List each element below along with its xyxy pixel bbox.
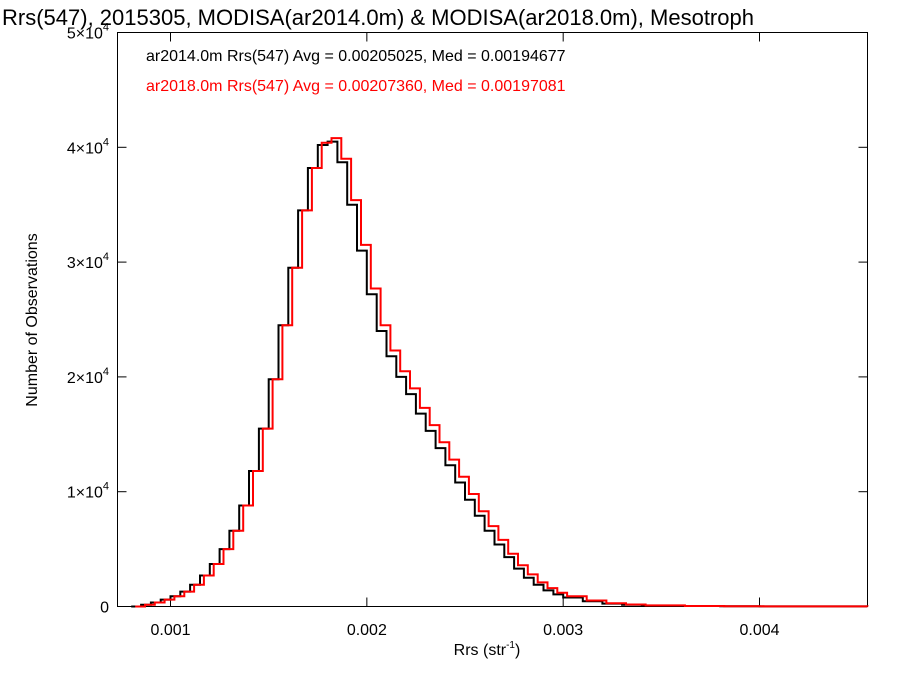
legend-entry-ar2014: ar2014.0m Rrs(547) Avg = 0.00205025, Med… [146, 48, 566, 65]
chart-title: Rrs(547), 2015305, MODISA(ar2014.0m) & M… [2, 5, 754, 30]
x-tick-label: 0.001 [150, 622, 190, 639]
y-axis-label: Number of Observations [24, 233, 41, 406]
legend-entry-ar2018: ar2018.0m Rrs(547) Avg = 0.00207360, Med… [146, 78, 566, 95]
x-axis-ticks: 0.001 0.002 0.003 0.004 [150, 32, 780, 639]
y-tick-label: 2×104 [67, 366, 109, 387]
x-axis-label: Rrs (str-1) [454, 640, 521, 659]
y-tick-label: 0 [100, 600, 109, 617]
y-tick-label: 3×104 [67, 251, 109, 272]
y-tick-label: 1×104 [67, 481, 109, 502]
y-tick-label: 5×104 [67, 22, 109, 43]
x-tick-label: 0.003 [543, 622, 583, 639]
plot-frame [117, 32, 868, 607]
y-tick-label: 4×104 [67, 136, 109, 157]
y-axis-ticks: 0 1×104 2×104 3×104 4×104 5×104 [67, 22, 868, 617]
x-tick-label: 0.002 [347, 622, 387, 639]
series-line-ar2014.0m [131, 140, 869, 608]
x-tick-label: 0.004 [739, 622, 779, 639]
series-line-ar2018.0m [135, 137, 869, 608]
series-layer [131, 137, 869, 608]
